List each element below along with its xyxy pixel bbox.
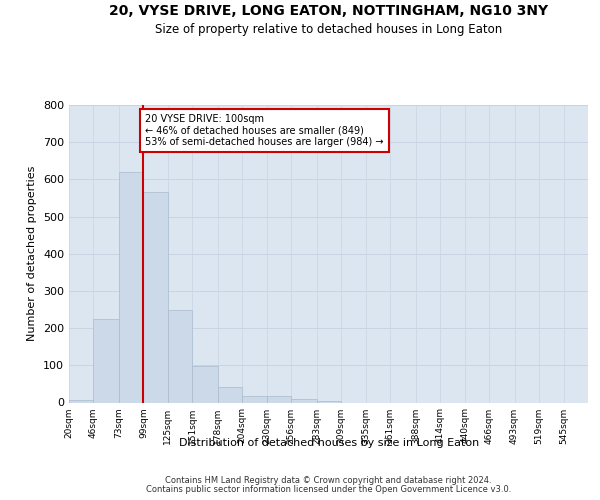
Bar <box>267 396 291 402</box>
Bar <box>242 396 267 402</box>
Text: 20, VYSE DRIVE, LONG EATON, NOTTINGHAM, NG10 3NY: 20, VYSE DRIVE, LONG EATON, NOTTINGHAM, … <box>109 4 548 18</box>
Y-axis label: Number of detached properties: Number of detached properties <box>28 166 37 342</box>
Text: 20 VYSE DRIVE: 100sqm
← 46% of detached houses are smaller (849)
53% of semi-det: 20 VYSE DRIVE: 100sqm ← 46% of detached … <box>145 114 384 148</box>
Text: Contains HM Land Registry data © Crown copyright and database right 2024.: Contains HM Land Registry data © Crown c… <box>166 476 492 485</box>
Text: Contains public sector information licensed under the Open Government Licence v3: Contains public sector information licen… <box>146 485 511 494</box>
Bar <box>143 192 168 402</box>
Bar <box>69 400 94 402</box>
Bar <box>119 172 143 402</box>
Bar <box>317 400 341 402</box>
Bar <box>218 387 242 402</box>
Text: Distribution of detached houses by size in Long Eaton: Distribution of detached houses by size … <box>179 438 479 448</box>
Bar <box>168 310 193 402</box>
Text: Size of property relative to detached houses in Long Eaton: Size of property relative to detached ho… <box>155 22 502 36</box>
Bar <box>291 399 317 402</box>
Bar <box>94 319 119 402</box>
Bar <box>193 366 218 402</box>
